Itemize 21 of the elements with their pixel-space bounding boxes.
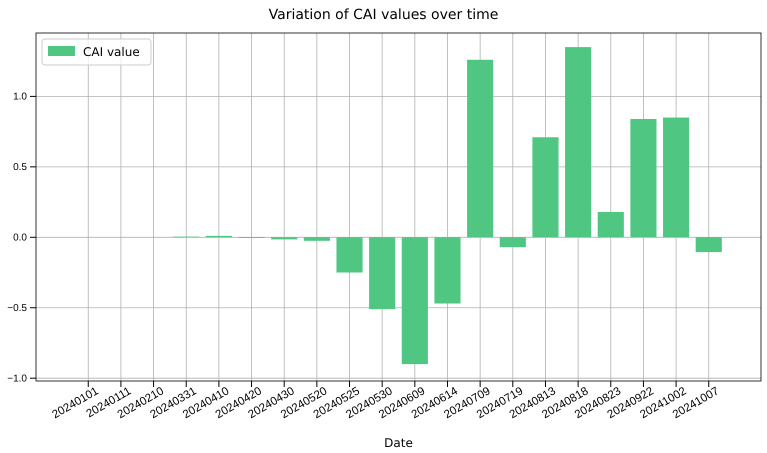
bar: [402, 237, 428, 364]
bar: [336, 237, 363, 273]
bar: [532, 137, 559, 238]
bar: [565, 47, 592, 238]
y-tick-label: 0.5: [13, 162, 28, 174]
chart-title: Variation of CAI values over time: [268, 7, 498, 23]
legend-label: CAI value: [83, 45, 140, 59]
bar: [304, 237, 330, 241]
bar: [630, 118, 656, 238]
bar: [467, 60, 494, 238]
bar: [696, 237, 722, 252]
y-tick-label: −1.0: [7, 373, 28, 384]
bar: [369, 237, 396, 310]
y-tick-label: 0.0: [13, 232, 28, 244]
x-axis-title: Date: [384, 436, 413, 450]
y-tick-label: −0.5: [7, 302, 28, 314]
y-tick-label: 1.0: [13, 92, 28, 103]
bar: [598, 212, 624, 238]
bar: [434, 237, 461, 304]
bar: [663, 118, 690, 238]
bar: [500, 237, 526, 248]
